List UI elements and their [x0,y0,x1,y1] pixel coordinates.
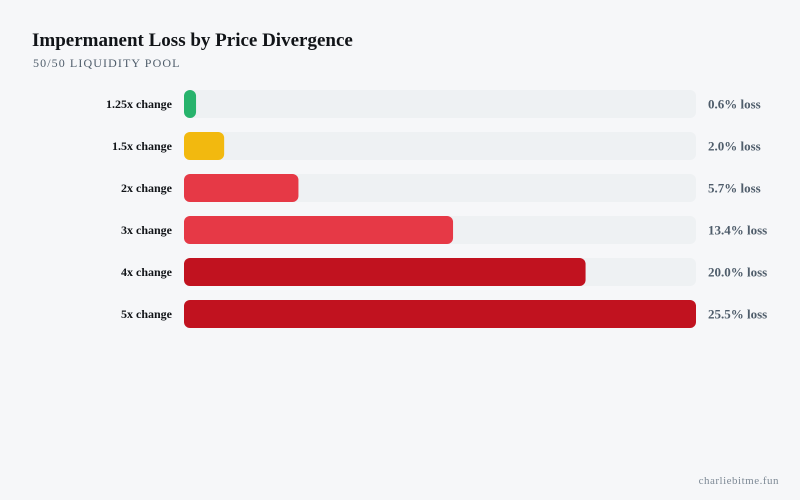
value-label: 13.4% loss [708,223,767,238]
bar [184,216,454,244]
bar-track [184,174,696,202]
bar [184,174,299,202]
category-label: 1.25x change [106,97,173,111]
value-label: 20.0% loss [708,265,767,280]
bar [184,258,586,286]
category-label: 5x change [121,307,173,321]
category-label: 3x change [121,223,173,237]
bar [184,132,225,160]
value-label: 2.0% loss [708,139,761,154]
bar-track [184,132,696,160]
bar-track [184,90,696,118]
bar [184,90,197,118]
category-label: 1.5x change [112,139,173,153]
category-label: 2x change [121,181,173,195]
chart-subtitle: 50/50 LIQUIDITY POOL [33,56,181,70]
bar [184,300,696,328]
value-label: 5.7% loss [708,181,761,196]
value-label: 25.5% loss [708,307,767,322]
chart-title: Impermanent Loss by Price Divergence [32,30,353,51]
category-label: 4x change [121,265,173,279]
watermark: charliebitme.fun [698,475,779,487]
value-label: 0.6% loss [708,97,761,112]
